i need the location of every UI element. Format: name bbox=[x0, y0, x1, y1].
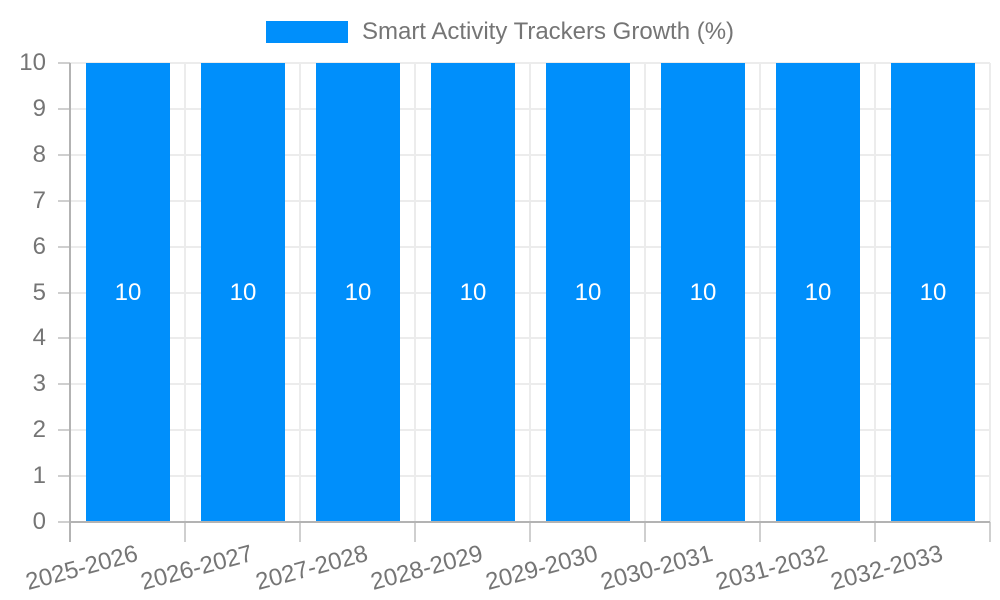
bar-value-label: 10 bbox=[114, 279, 142, 306]
bar-2027-2028[interactable] bbox=[316, 63, 400, 522]
x-axis-tick bbox=[529, 522, 531, 542]
category-gridline bbox=[184, 63, 186, 522]
bar-2029-2030[interactable] bbox=[546, 63, 630, 522]
bar-2028-2029[interactable] bbox=[431, 63, 515, 522]
x-axis-tick bbox=[644, 522, 646, 542]
y-axis-label: 7 bbox=[32, 187, 46, 214]
bar-value-label: 10 bbox=[804, 279, 832, 306]
legend-series-label: Smart Activity Trackers Growth (%) bbox=[361, 18, 735, 45]
chart-legend[interactable]: Smart Activity Trackers Growth (%) bbox=[0, 14, 1000, 50]
y-axis-tick bbox=[58, 521, 70, 523]
category-gridline bbox=[989, 63, 991, 522]
category-gridline bbox=[759, 63, 761, 522]
x-axis-tick bbox=[299, 522, 301, 542]
y-axis-label: 3 bbox=[32, 370, 46, 397]
y-axis-tick bbox=[58, 200, 70, 202]
y-axis-tick bbox=[58, 246, 70, 248]
y-axis-label: 8 bbox=[32, 141, 46, 168]
y-axis-label: 1 bbox=[32, 462, 46, 489]
y-axis-label: 5 bbox=[32, 279, 46, 306]
y-axis-tick bbox=[58, 62, 70, 64]
y-axis-tick bbox=[58, 383, 70, 385]
x-axis-tick bbox=[759, 522, 761, 542]
x-axis-baseline bbox=[70, 521, 990, 523]
bar-value-label: 10 bbox=[344, 279, 372, 306]
bar-value-label: 10 bbox=[574, 279, 602, 306]
y-axis-label: 9 bbox=[32, 95, 46, 122]
y-axis-label: 2 bbox=[32, 416, 46, 443]
y-axis-tick bbox=[58, 154, 70, 156]
y-axis-tick bbox=[58, 429, 70, 431]
bar-2025-2026[interactable] bbox=[86, 63, 170, 522]
bar-value-label: 10 bbox=[919, 279, 947, 306]
y-axis-label: 10 bbox=[19, 49, 46, 76]
category-gridline bbox=[299, 63, 301, 522]
bar-2031-2032[interactable] bbox=[776, 63, 860, 522]
y-axis-tick bbox=[58, 292, 70, 294]
y-axis-label: 4 bbox=[32, 324, 46, 351]
category-gridline bbox=[529, 63, 531, 522]
bar-2030-2031[interactable] bbox=[661, 63, 745, 522]
bar-2032-2033[interactable] bbox=[891, 63, 975, 522]
legend-swatch bbox=[265, 21, 348, 43]
category-gridline bbox=[874, 63, 876, 522]
y-axis-label: 0 bbox=[32, 508, 46, 535]
y-axis-tick bbox=[58, 475, 70, 477]
y-axis-tick bbox=[58, 108, 70, 110]
y-axis-tick bbox=[58, 337, 70, 339]
bar-2026-2027[interactable] bbox=[201, 63, 285, 522]
x-axis-tick bbox=[989, 522, 991, 542]
bar-value-label: 10 bbox=[689, 279, 717, 306]
y-axis-line bbox=[69, 63, 71, 542]
bar-value-label: 10 bbox=[229, 279, 257, 306]
x-axis-tick bbox=[874, 522, 876, 542]
x-axis-tick bbox=[184, 522, 186, 542]
category-gridline bbox=[644, 63, 646, 522]
category-gridline bbox=[414, 63, 416, 522]
x-axis-tick bbox=[414, 522, 416, 542]
bar-value-label: 10 bbox=[459, 279, 487, 306]
y-axis-label: 6 bbox=[32, 233, 46, 260]
